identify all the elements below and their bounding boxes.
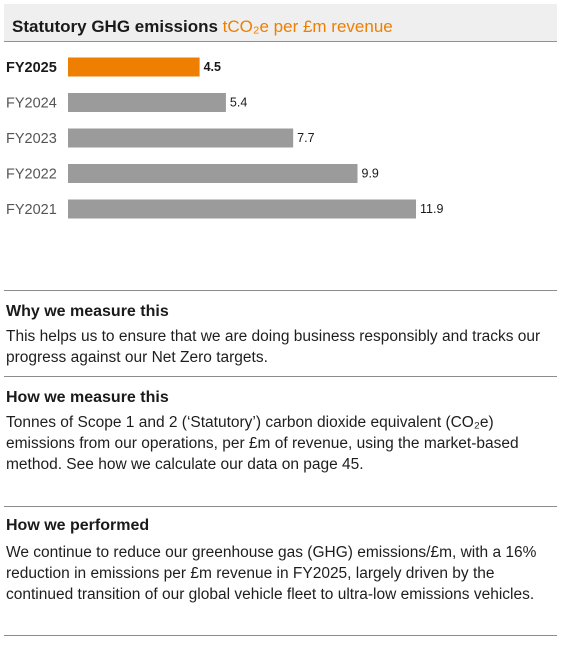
category-label-fy2021: FY2021 <box>6 202 57 218</box>
bar-fy2023 <box>68 128 294 148</box>
section-body-performed: We continue to reduce our greenhouse gas… <box>6 544 537 603</box>
value-label-fy2023: 7.7 <box>297 131 314 145</box>
value-label-fy2025: 4.5 <box>204 60 221 74</box>
bar-fy2021 <box>68 199 416 219</box>
section-divider <box>4 376 557 377</box>
value-label-fy2022: 9.9 <box>362 167 379 181</box>
bar-fy2024 <box>68 93 226 112</box>
bar-fy2025 <box>68 57 200 77</box>
section-body-why: This helps us to ensure that we are doin… <box>6 328 541 366</box>
chart-title-text: Statutory GHG emissions <box>12 17 218 36</box>
category-label-fy2022: FY2022 <box>6 167 57 183</box>
section-body-how-measure: Tonnes of Scope 1 and 2 (‘Statutory’) ca… <box>6 414 519 473</box>
value-label-fy2021: 11.9 <box>420 202 443 216</box>
value-label-fy2024: 5.4 <box>230 96 247 110</box>
chart-header: Statutory GHG emissions tCO₂e per £m rev… <box>4 4 557 42</box>
section-heading-performed: How we performed <box>6 517 150 534</box>
bar-fy2022 <box>68 164 358 183</box>
bar-chart: FY2025 4.5 FY2024 5.4 FY2023 7.7 FY2022 9.9 FY20… <box>6 57 443 219</box>
section-heading-how-measure: How we measure this <box>6 389 169 406</box>
chart-title: Statutory GHG emissions tCO₂e per £m rev… <box>12 18 393 36</box>
section-divider <box>4 635 557 636</box>
category-label-fy2024: FY2024 <box>6 96 57 112</box>
section-divider <box>4 290 557 291</box>
chart-subtitle: tCO₂e per £m revenue <box>222 17 393 36</box>
section-heading-why: Why we measure this <box>6 303 169 320</box>
section-divider <box>4 506 557 507</box>
category-label-fy2023: FY2023 <box>6 131 57 147</box>
category-label-fy2025: FY2025 <box>6 60 57 76</box>
